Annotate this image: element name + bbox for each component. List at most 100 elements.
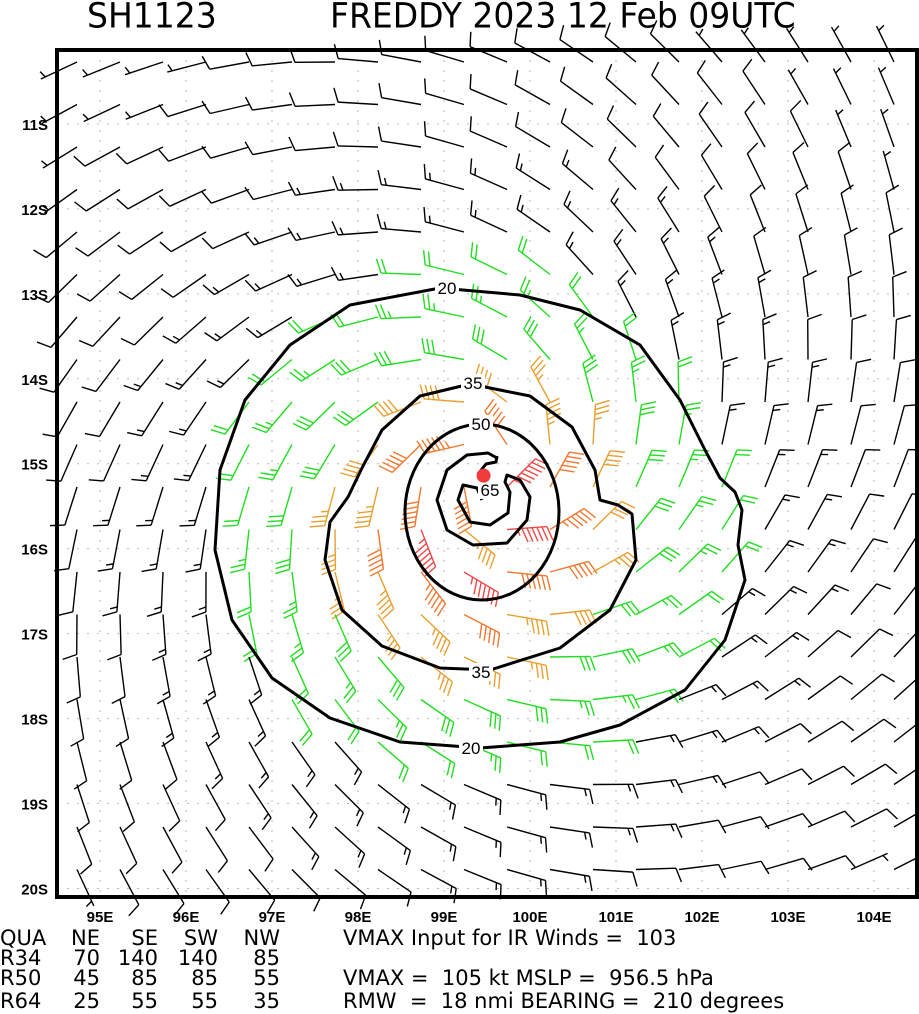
wind-barb xyxy=(635,449,667,488)
wind-barb xyxy=(711,269,725,318)
table-header-cell: NE xyxy=(71,926,100,950)
wind-barb xyxy=(377,741,409,783)
wind-barb xyxy=(463,571,500,608)
wind-barb xyxy=(334,614,352,662)
y-axis-ticks: 11S 12S 13S 14S 15S 16S 17S 18S 19S 20S xyxy=(21,117,48,899)
wind-barb xyxy=(244,273,293,292)
wind-barb xyxy=(248,784,272,831)
wind-barb xyxy=(703,184,723,233)
wind-barb xyxy=(378,82,422,106)
wind-barb xyxy=(377,656,405,701)
wind-barb xyxy=(506,571,552,591)
wind-barb xyxy=(244,96,293,111)
wind-barb xyxy=(378,443,422,474)
wind-barb xyxy=(506,613,550,637)
x-tick-label: 102E xyxy=(684,909,719,926)
table-header-cell: QUA xyxy=(0,926,47,950)
wind-barb xyxy=(592,500,636,530)
wind-barb xyxy=(847,270,863,318)
wind-barb xyxy=(291,699,313,746)
wind-barb xyxy=(334,784,364,827)
wind-barb xyxy=(136,486,164,527)
table-header-cell: NW xyxy=(243,926,280,950)
wind-barb xyxy=(400,486,422,530)
wind-barb xyxy=(746,142,766,190)
wind-barb xyxy=(893,582,919,615)
wind-barb xyxy=(604,22,637,63)
wind-barb xyxy=(545,397,562,445)
wind-barb xyxy=(469,200,508,233)
wind-barb xyxy=(422,250,465,276)
storm-id: SH1123 xyxy=(87,0,217,36)
wind-barb xyxy=(549,783,594,805)
wind-barb xyxy=(716,312,731,360)
x-tick-label: 99E xyxy=(431,909,458,926)
wind-barb xyxy=(201,100,250,115)
wind-barb xyxy=(807,538,846,573)
wind-barb xyxy=(787,67,809,105)
contour-labels: 20 20 35 35 50 65 xyxy=(435,279,502,758)
wind-barb xyxy=(201,55,250,70)
wind-barb xyxy=(173,444,207,482)
wind-barb xyxy=(753,226,767,275)
wind-barb xyxy=(75,231,121,257)
wind-barb xyxy=(610,187,637,233)
wind-barb xyxy=(201,231,250,250)
wind-barb xyxy=(107,614,122,661)
wind-barb xyxy=(678,683,727,701)
contour-label-bg xyxy=(435,279,459,297)
wind-barb xyxy=(81,359,121,393)
wind-barb xyxy=(333,87,379,106)
wind-barb xyxy=(635,546,681,573)
wind-barb xyxy=(266,486,293,528)
wind-barb xyxy=(807,403,833,445)
wind-barb xyxy=(204,316,250,342)
wind-barb xyxy=(721,402,746,445)
wind-barb xyxy=(592,868,638,887)
wind-barb xyxy=(423,164,465,191)
wind-barb xyxy=(248,358,293,386)
wind-barb xyxy=(764,677,811,701)
wind-barb xyxy=(875,24,895,63)
wind-barb xyxy=(422,293,465,318)
wind-barb xyxy=(850,448,881,488)
wind-barb xyxy=(592,694,640,710)
wind-barb xyxy=(115,699,130,748)
wind-barb xyxy=(764,723,812,743)
wind-barb xyxy=(850,763,898,786)
wind-barb xyxy=(463,698,502,731)
wind-barb xyxy=(807,675,854,701)
wind-barb xyxy=(649,20,680,63)
wind-barb xyxy=(517,235,551,276)
wind-barb xyxy=(424,78,465,106)
contour-label-bg xyxy=(459,739,483,757)
wind-barb xyxy=(288,136,336,152)
wind-barb xyxy=(850,403,876,445)
wind-barb xyxy=(837,141,852,190)
wind-barb xyxy=(635,867,683,883)
wind-barb xyxy=(792,142,809,190)
wind-barb xyxy=(764,857,813,871)
wind-barb xyxy=(116,188,164,210)
wind-barb xyxy=(850,493,885,530)
wind-barb xyxy=(120,316,164,346)
wind-barb xyxy=(807,358,828,403)
wind-barb xyxy=(850,852,889,871)
wind-barb xyxy=(830,25,852,63)
wind-barb xyxy=(201,188,250,204)
wind-barb xyxy=(420,571,447,617)
wind-barb xyxy=(630,355,646,403)
wind-barb xyxy=(789,99,809,148)
contour-20 xyxy=(213,286,747,750)
wind-barb xyxy=(179,486,207,527)
wind-barb xyxy=(514,70,551,106)
wind-barb xyxy=(850,718,897,743)
wind-barb xyxy=(42,188,78,214)
table-cell: 85 xyxy=(253,946,280,970)
contour-label: 20 xyxy=(438,279,457,298)
wind-barb xyxy=(245,316,293,339)
wind-barb xyxy=(506,826,548,853)
wind-barb xyxy=(506,783,548,810)
wind-barb xyxy=(850,314,867,360)
